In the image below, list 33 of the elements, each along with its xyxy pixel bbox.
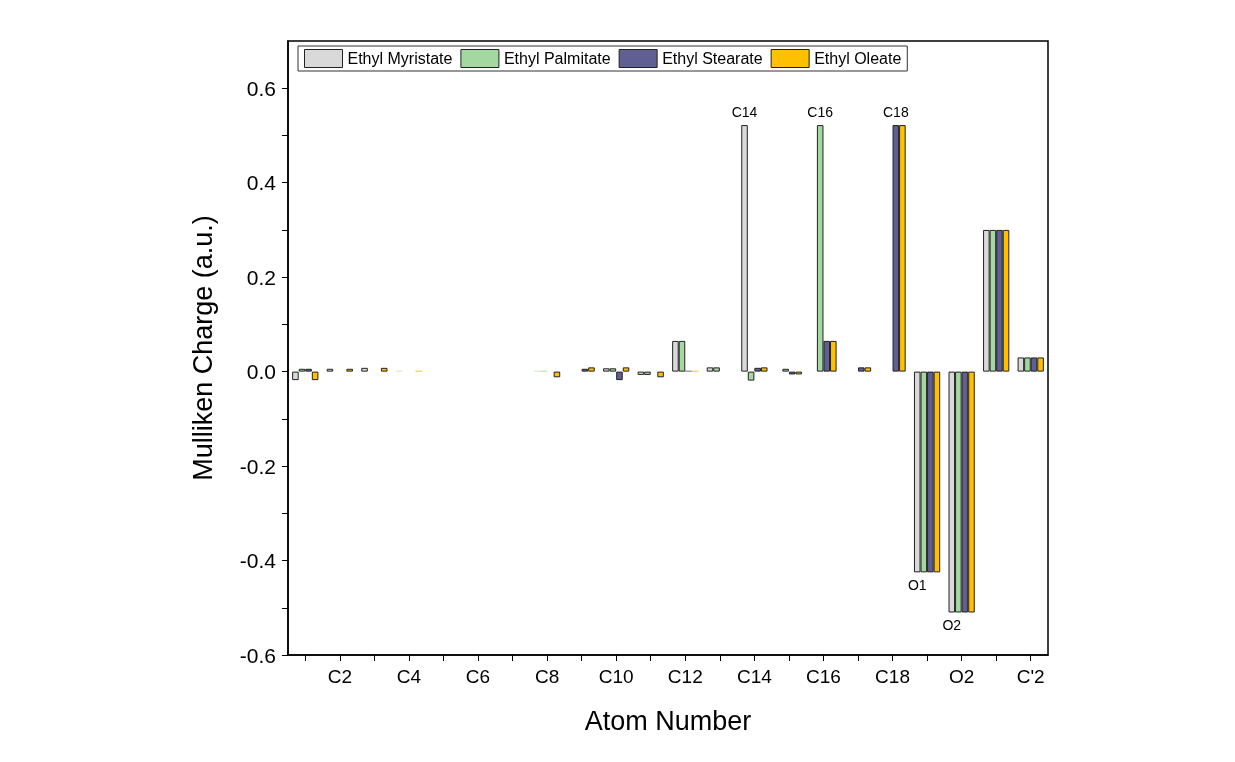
y-axis-title: Mulliken Charge (a.u.) bbox=[187, 215, 218, 481]
y-tick-label: 0.4 bbox=[246, 171, 277, 195]
x-tick-label: C12 bbox=[667, 666, 703, 687]
y-tick-label: 0.2 bbox=[246, 265, 276, 289]
legend-label: Ethyl Palmitate bbox=[503, 50, 611, 67]
x-tick-label: C6 bbox=[465, 666, 491, 687]
y-tick-label: 0.6 bbox=[246, 76, 276, 100]
bar bbox=[361, 367, 368, 372]
bar bbox=[380, 367, 388, 372]
x-tick-label: C16 bbox=[806, 666, 841, 687]
annotation: C14 bbox=[731, 104, 758, 121]
x-tick-label: C'2 bbox=[1016, 666, 1045, 687]
x-tick-label: O2 bbox=[948, 666, 975, 687]
y-tick-label: -0.6 bbox=[239, 643, 276, 667]
annotation: C16 bbox=[807, 104, 834, 121]
x-tick-label: C4 bbox=[396, 666, 422, 687]
annotation: C18 bbox=[882, 104, 909, 121]
y-tick-label: 0.0 bbox=[246, 360, 276, 384]
legend-label: Ethyl Oleate bbox=[814, 50, 902, 67]
legend-label: Ethyl Stearate bbox=[662, 50, 763, 67]
x-tick-label: C10 bbox=[598, 666, 634, 687]
x-tick-label: C2 bbox=[327, 666, 352, 687]
x-tick-label: C8 bbox=[534, 666, 560, 687]
bar bbox=[553, 371, 561, 378]
legend-label: Ethyl Myristate bbox=[347, 50, 453, 67]
y-tick-label: -0.4 bbox=[239, 549, 277, 573]
bar bbox=[657, 371, 664, 378]
annotation: O2 bbox=[942, 617, 962, 634]
y-tick-label: -0.2 bbox=[239, 454, 276, 478]
x-tick-label: C18 bbox=[875, 666, 910, 687]
x-tick-label: C14 bbox=[736, 666, 773, 687]
x-axis-title: Atom Number bbox=[584, 705, 752, 736]
annotation: O1 bbox=[907, 577, 927, 594]
